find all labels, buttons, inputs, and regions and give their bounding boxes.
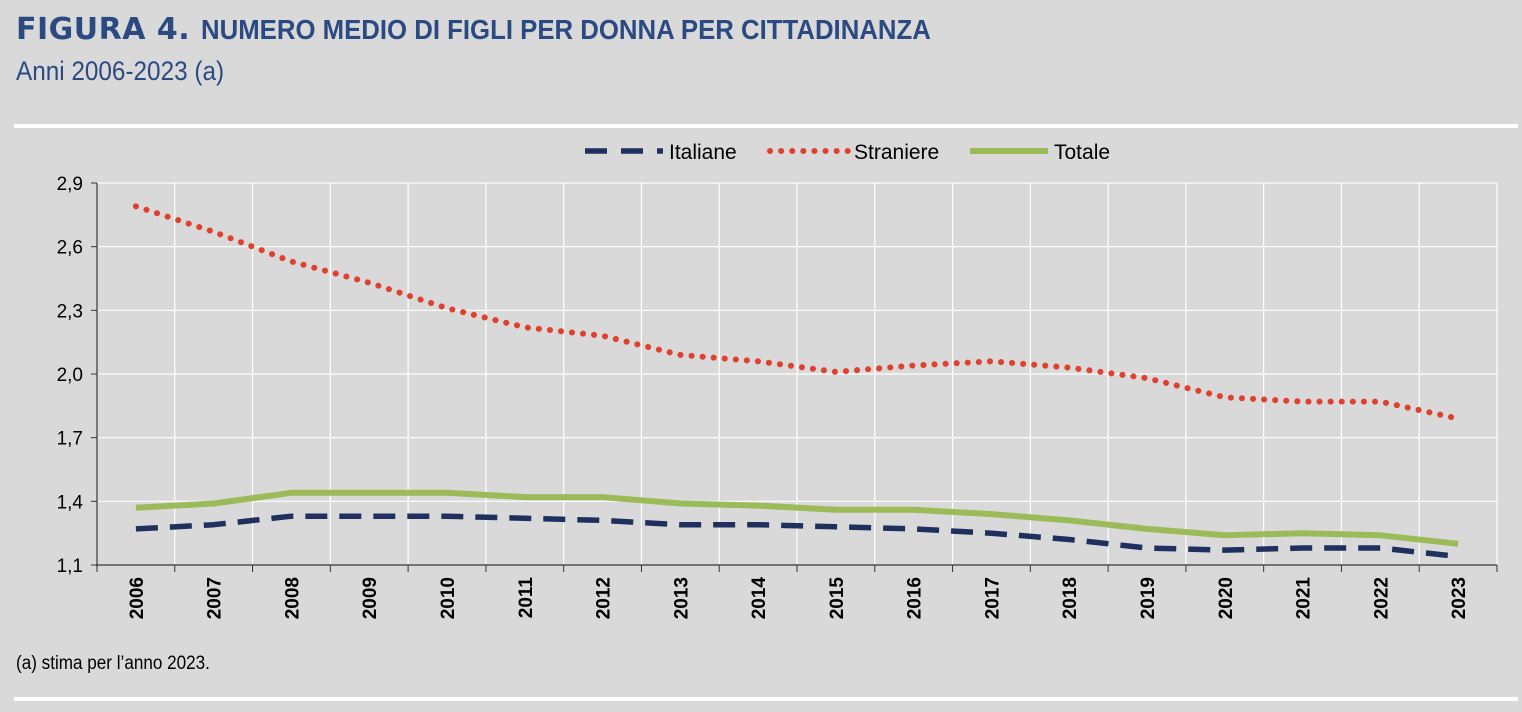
x-tick-label: 2016: [905, 577, 926, 619]
chart-series: [132, 203, 1462, 560]
x-tick-label: 2009: [360, 577, 381, 619]
x-tick-label: 2023: [1449, 577, 1470, 619]
series-line-italiane: [135, 513, 1459, 560]
figure-title: NUMERO MEDIO DI FIGLI PER DONNA PER CITT…: [200, 14, 931, 45]
y-tick-label: 2,6: [57, 238, 83, 259]
x-tick-label: 2017: [982, 577, 1003, 619]
x-tick-label: 2013: [671, 577, 692, 619]
x-tick-label: 2011: [516, 577, 537, 619]
series-line-totale: [135, 489, 1459, 547]
x-tick-label: 2018: [1060, 577, 1081, 619]
chart-axes: 2,9 2,6 2,3 2,0 1,7 1,4 1,1 2006 2007 2008 2009 201…: [57, 174, 1498, 620]
y-tick-label: 2,3: [57, 301, 83, 322]
line-chart: Italiane Straniere Totale 2,9 2,6 2,3 2,0 1,7 1…: [57, 141, 1498, 620]
x-tick-label: 2014: [749, 577, 770, 620]
x-tick-label: 2020: [1216, 577, 1237, 619]
top-divider: [14, 124, 1518, 128]
y-tick-label: 2,9: [57, 174, 83, 195]
legend-item-totale: Totale: [970, 141, 1110, 164]
x-tick-label: 2007: [205, 577, 226, 619]
series-line-straniere: [132, 203, 1462, 422]
chart-gridlines: [96, 182, 1498, 566]
legend-label: Straniere: [854, 141, 939, 164]
x-tick-label: 2022: [1371, 577, 1392, 619]
legend-label: Totale: [1054, 141, 1110, 164]
x-tick-label: 2019: [1138, 577, 1159, 619]
y-tick-label: 1,4: [57, 492, 84, 513]
legend-item-italiane: Italiane: [585, 141, 737, 164]
x-tick-label: 2021: [1294, 577, 1315, 620]
x-tick-label: 2015: [827, 577, 848, 620]
figure-label: FIGURA 4.: [16, 12, 191, 47]
x-tick-label: 2010: [438, 577, 459, 619]
bottom-divider: [14, 697, 1518, 701]
y-tick-label: 1,1: [57, 556, 83, 577]
figure-subtitle: Anni 2006-2023 (a): [16, 56, 225, 86]
chart-legend: Italiane Straniere Totale: [585, 141, 1110, 164]
legend-label: Italiane: [669, 141, 737, 164]
legend-item-straniere: Straniere: [767, 141, 939, 164]
figure-title-row: FIGURA 4. NUMERO MEDIO DI FIGLI PER DONN…: [16, 12, 994, 47]
x-tick-label: 2006: [127, 577, 148, 619]
y-tick-label: 2,0: [57, 365, 83, 386]
footnote: (a) stima per l’anno 2023.: [16, 653, 210, 674]
y-tick-label: 1,7: [57, 429, 83, 450]
x-tick-label: 2008: [282, 577, 303, 619]
x-tick-label: 2012: [594, 577, 615, 619]
